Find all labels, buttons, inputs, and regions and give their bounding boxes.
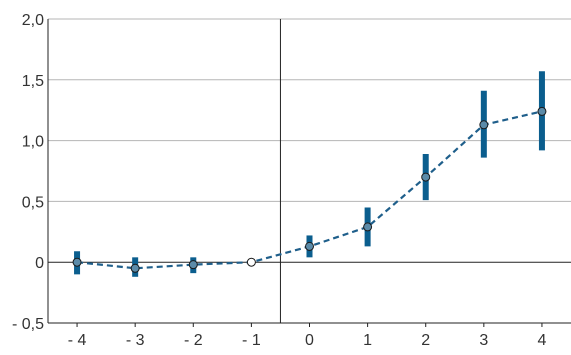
x-tick-label: 4 bbox=[537, 332, 546, 349]
data-point bbox=[479, 120, 489, 130]
data-point bbox=[537, 106, 547, 116]
x-tick-label: - 3 bbox=[126, 332, 145, 349]
data-points bbox=[72, 106, 547, 273]
y-tick-label: 0,5 bbox=[22, 194, 44, 211]
y-tick-label: 2,0 bbox=[22, 12, 44, 29]
y-tick-label: - 0,5 bbox=[12, 316, 44, 333]
x-tick-label: 2 bbox=[421, 332, 430, 349]
x-tick-label: 0 bbox=[305, 332, 314, 349]
data-point bbox=[188, 260, 198, 270]
data-point bbox=[363, 222, 373, 232]
data-point bbox=[305, 241, 314, 251]
y-tick-label: 0 bbox=[35, 255, 44, 272]
axes bbox=[47, 19, 571, 327]
y-tick-label: 1,5 bbox=[22, 73, 44, 90]
x-tick-label: 3 bbox=[479, 332, 488, 349]
data-point bbox=[130, 263, 140, 273]
data-point bbox=[246, 257, 256, 267]
x-tick-label: - 1 bbox=[242, 332, 261, 349]
data-point bbox=[421, 172, 431, 182]
x-tick-label: - 2 bbox=[184, 332, 203, 349]
x-tick-label: - 4 bbox=[68, 332, 87, 349]
data-point bbox=[72, 257, 82, 267]
x-tick-labels: - 4 - 3 - 2 - 1 0 1 2 3 4 bbox=[68, 332, 547, 349]
x-tick-label: 1 bbox=[363, 332, 372, 349]
y-tick-label: 1,0 bbox=[22, 134, 44, 151]
grid-lines bbox=[48, 18, 571, 324]
y-tick-labels: 2,0 1,5 1,0 0,5 0 - 0,5 bbox=[12, 12, 44, 333]
